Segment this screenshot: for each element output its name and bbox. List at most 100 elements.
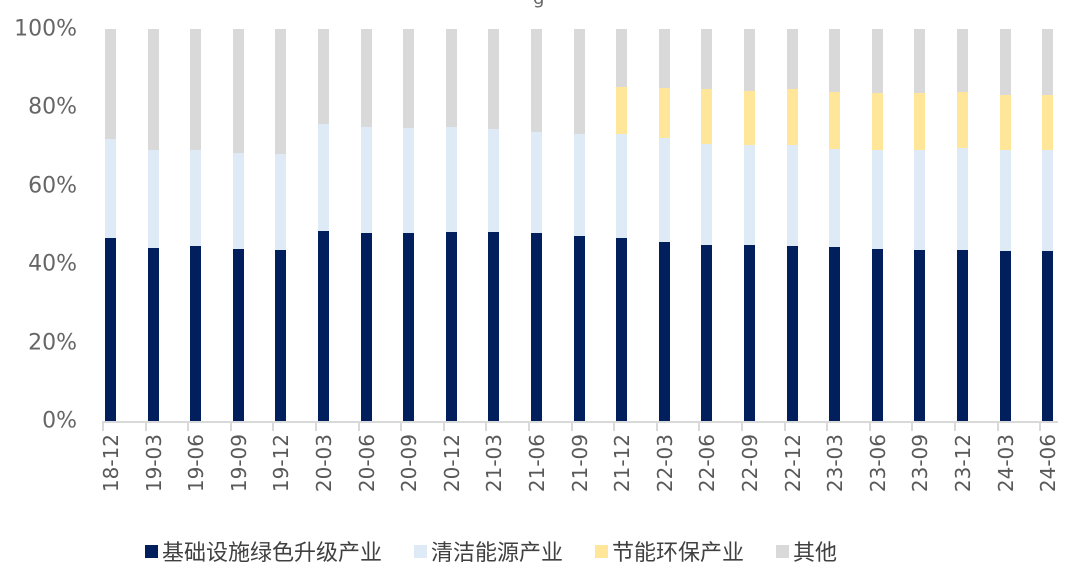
bar-21-09[interactable] [573, 29, 585, 421]
bar-segment [744, 90, 755, 146]
bar-segment [786, 29, 798, 89]
x-tick-label: 18-12 [99, 434, 123, 493]
bar-segment [318, 123, 329, 231]
bar-segment [914, 150, 926, 251]
bar-21-06[interactable] [531, 29, 542, 421]
bar-segment [616, 29, 628, 88]
x-tick-label: 22-12 [780, 434, 805, 493]
x-tick-mark [698, 422, 701, 431]
bar-19-03[interactable] [147, 29, 159, 421]
y-tick-label: 40% [28, 251, 77, 277]
bar-20-03[interactable] [318, 29, 329, 421]
x-tick-mark [911, 422, 914, 431]
bar-segment [999, 94, 1011, 151]
bar-23-09[interactable] [914, 29, 926, 421]
legend-item-energy-saving[interactable]: 节能环保产业 [595, 535, 744, 567]
bar-segment [403, 128, 415, 233]
bar-segment [190, 150, 202, 247]
legend-swatch-icon [414, 544, 428, 558]
x-tick-label: 20-06 [354, 434, 379, 493]
legend-label: 节能环保产业 [612, 541, 745, 566]
bar-segment [871, 29, 883, 93]
legend-swatch-icon [595, 544, 609, 558]
bar-segment [403, 29, 415, 129]
x-tick-mark [954, 422, 956, 431]
x-tick-label: 23-09 [908, 434, 933, 493]
bar-21-12[interactable] [616, 29, 628, 421]
bar-18-12[interactable] [105, 29, 116, 421]
bar-19-06[interactable] [190, 29, 202, 421]
bar-22-03[interactable] [658, 29, 670, 421]
legend-label: 其他 [793, 541, 838, 566]
bar-22-09[interactable] [744, 29, 755, 421]
bar-19-09[interactable] [232, 29, 244, 421]
bar-segment [786, 145, 798, 247]
bar-segment [1042, 150, 1054, 251]
bar-segment [786, 246, 798, 421]
y-tick-label: 20% [28, 330, 77, 356]
bar-segment [957, 250, 968, 421]
legend-item-other[interactable]: 其他 [776, 535, 837, 567]
bar-segment [360, 127, 372, 233]
x-tick-mark [570, 422, 573, 431]
bar-23-03[interactable] [829, 29, 841, 421]
bar-segment [914, 29, 926, 93]
bar-segment [829, 247, 841, 421]
bar-23-06[interactable] [871, 29, 883, 421]
x-tick-label: 24-06 [1036, 434, 1061, 493]
bar-segment [147, 248, 159, 421]
bar-segment [275, 154, 287, 251]
bar-segment [1042, 94, 1054, 151]
legend-item-clean-energy[interactable]: 清洁能源产业 [414, 535, 563, 567]
x-tick-mark [187, 422, 190, 431]
bar-segment [701, 245, 713, 421]
bar-segment [531, 232, 542, 421]
bar-segment [658, 137, 670, 242]
bar-21-03[interactable] [488, 29, 500, 421]
bar-22-12[interactable] [786, 29, 798, 421]
x-tick-label: 19-09 [226, 434, 251, 493]
x-tick-mark [442, 422, 445, 431]
bar-segment [488, 232, 500, 421]
chart-title-fragment: g [533, 0, 544, 9]
bar-segment [786, 89, 798, 146]
bar-segment [232, 29, 244, 153]
bar-segment [616, 134, 628, 238]
legend-label: 清洁能源产业 [431, 541, 564, 566]
bar-segment [999, 29, 1011, 95]
x-tick-mark [613, 422, 616, 431]
bar-segment [829, 29, 841, 93]
x-tick-label: 23-12 [951, 434, 975, 493]
legend-item-infrastructure[interactable]: 基础设施绿色升级产业 [145, 535, 382, 567]
bar-segment [232, 152, 244, 249]
x-tick-mark [783, 422, 786, 431]
bar-19-12[interactable] [275, 29, 287, 421]
bar-24-03[interactable] [999, 29, 1011, 421]
bar-20-06[interactable] [360, 29, 372, 421]
bar-segment [275, 250, 287, 421]
bar-24-06[interactable] [1042, 29, 1054, 421]
bar-segment [105, 29, 116, 140]
bar-segment [871, 248, 883, 421]
bar-20-09[interactable] [403, 29, 415, 421]
x-tick-label: 22-09 [738, 434, 762, 493]
x-tick-label: 22-06 [695, 434, 720, 493]
legend-label: 基础设施绿色升级产业 [162, 541, 383, 566]
x-tick-label: 19-03 [141, 434, 166, 493]
x-tick-label: 21-12 [610, 434, 635, 493]
bar-segment [445, 127, 457, 233]
x-tick-mark [868, 422, 871, 431]
x-tick-mark [741, 422, 743, 431]
bar-segment [105, 139, 116, 238]
x-tick-mark [485, 422, 488, 431]
bar-segment [403, 232, 415, 421]
bar-20-12[interactable] [445, 29, 457, 421]
bar-23-12[interactable] [957, 29, 968, 421]
y-tick-label: 80% [28, 94, 77, 120]
bar-segment [445, 29, 457, 127]
bar-segment [147, 29, 159, 151]
bar-22-06[interactable] [701, 29, 713, 421]
bar-segment [871, 150, 883, 249]
x-tick-label: 21-09 [567, 434, 592, 493]
